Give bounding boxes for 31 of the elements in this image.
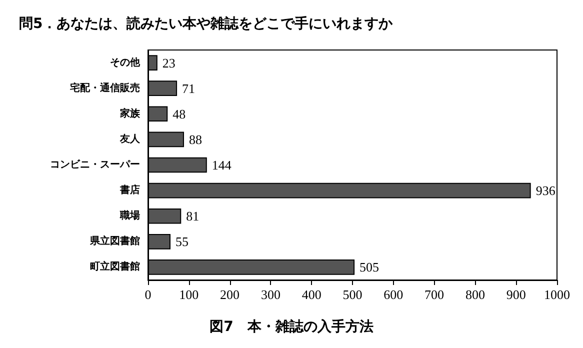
data-label: 55 bbox=[175, 234, 188, 250]
x-tick-label: 800 bbox=[465, 287, 485, 302]
y-tick-label: 書店 bbox=[119, 184, 140, 196]
data-label: 505 bbox=[360, 260, 380, 275]
data-label: 71 bbox=[182, 80, 196, 96]
x-tick-label: 700 bbox=[424, 287, 444, 302]
y-tick-label: 職場 bbox=[119, 210, 140, 222]
x-tick-label: 600 bbox=[384, 287, 404, 302]
x-tick-label: 500 bbox=[342, 287, 362, 302]
chart-title: 問5．あなたは、読みたい本や雑誌をどこで手にいれますか bbox=[19, 15, 394, 32]
x-tick-label: 100 bbox=[179, 287, 199, 302]
x-tick-label: 300 bbox=[260, 287, 280, 302]
x-tick-label: 0 bbox=[144, 287, 152, 302]
data-label: 81 bbox=[186, 208, 200, 224]
x-tick-label: 200 bbox=[220, 287, 240, 302]
data-label: 936 bbox=[536, 183, 556, 198]
y-tick-label: 町立図書館 bbox=[90, 260, 140, 273]
y-tick-label: 県立図書館 bbox=[89, 235, 140, 248]
x-tick-label: 900 bbox=[506, 287, 526, 302]
y-tick-label: コンビニ・スーパー bbox=[50, 158, 140, 170]
y-tick-label: 宅配・通信販売 bbox=[70, 82, 140, 94]
y-tick-label: 家族 bbox=[119, 107, 141, 120]
y-tick-label: その他 bbox=[110, 56, 141, 68]
y-tick-label: 友人 bbox=[119, 132, 141, 145]
data-label: 48 bbox=[172, 106, 186, 122]
x-tick-label: 1000 bbox=[544, 287, 570, 302]
data-label: 23 bbox=[162, 55, 176, 70]
x-tick-label: 400 bbox=[302, 287, 322, 302]
caption: 図7 本・雑誌の入手方法 bbox=[210, 318, 374, 335]
data-label: 88 bbox=[188, 132, 202, 147]
data-label: 144 bbox=[212, 158, 232, 172]
